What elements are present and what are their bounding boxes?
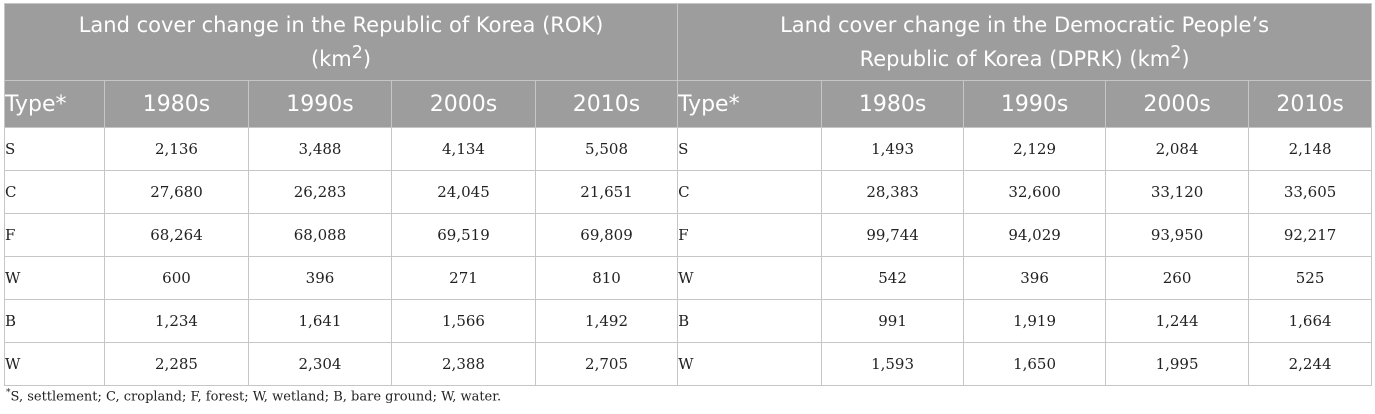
dprk-2010s-header: 2010s <box>1248 80 1373 128</box>
value-cell: 69,519 <box>391 213 536 257</box>
value-cell: 68,088 <box>248 213 392 257</box>
value-cell: 810 <box>534 256 679 300</box>
value-cell: 33,605 <box>1248 170 1373 214</box>
table-row: B 1,234 1,641 1,566 1,492 B 991 1,919 1,244 1,664 <box>4 299 1373 343</box>
value-cell: 1,650 <box>963 342 1107 386</box>
table-row: W 600 396 271 810 W 542 396 260 525 <box>4 256 1373 300</box>
value-cell: 28,383 <box>821 170 965 214</box>
value-cell: 1,919 <box>963 299 1107 343</box>
value-cell: 5,508 <box>534 127 679 171</box>
dprk-caption: Land cover change in the Democratic Peop… <box>677 3 1373 81</box>
value-cell: 2,148 <box>1248 127 1373 171</box>
rok-2000s-header: 2000s <box>391 80 536 128</box>
footnote: *S, settlement; C, cropland; F, forest; … <box>6 388 501 404</box>
value-cell: 2,244 <box>1248 342 1373 386</box>
type-cell: B <box>4 299 105 343</box>
dprk-1990s-header: 1990s <box>963 80 1107 128</box>
rok-unit-exp: 2 <box>351 43 363 63</box>
table-row: C 27,680 26,283 24,045 21,651 C 28,383 32,600 33… <box>4 170 1373 214</box>
type-cell: C <box>677 170 823 214</box>
type-cell: F <box>677 213 823 257</box>
value-cell: 260 <box>1105 256 1250 300</box>
value-cell: 525 <box>1248 256 1373 300</box>
value-cell: 92,217 <box>1248 213 1373 257</box>
header-row: Type* 1980s 1990s 2000s 2010s Type* 1980… <box>4 80 1373 128</box>
value-cell: 1,234 <box>104 299 249 343</box>
value-cell: 1,493 <box>821 127 965 171</box>
value-cell: 991 <box>821 299 965 343</box>
value-cell: 1,492 <box>534 299 679 343</box>
value-cell: 27,680 <box>104 170 249 214</box>
dprk-type-header: Type* <box>677 80 823 128</box>
rok-caption-text: Land cover change in the Republic of Kor… <box>78 13 604 37</box>
dprk-unit-exp: 2 <box>1170 43 1182 63</box>
value-cell: 1,566 <box>391 299 536 343</box>
footnote-text: S, settlement; C, cropland; F, forest; W… <box>10 389 502 405</box>
type-cell: W <box>4 342 105 386</box>
footnote-marker: * <box>6 388 11 398</box>
table-row: S 2,136 3,488 4,134 5,508 S 1,493 2,129 2,084 2,1… <box>4 127 1373 171</box>
value-cell: 1,244 <box>1105 299 1250 343</box>
value-cell: 99,744 <box>821 213 965 257</box>
type-cell: W <box>677 342 823 386</box>
dprk-caption-line1: Land cover change in the Democratic Peop… <box>780 13 1270 37</box>
value-cell: 2,304 <box>248 342 392 386</box>
value-cell: 1,995 <box>1105 342 1250 386</box>
value-cell: 1,641 <box>248 299 392 343</box>
value-cell: 94,029 <box>963 213 1107 257</box>
value-cell: 396 <box>963 256 1107 300</box>
caption-row: Land cover change in the Republic of Kor… <box>3 3 1373 81</box>
type-cell: W <box>4 256 105 300</box>
value-cell: 3,488 <box>248 127 392 171</box>
land-cover-table: Land cover change in the Republic of Kor… <box>3 3 1373 386</box>
value-cell: 542 <box>821 256 965 300</box>
value-cell: 271 <box>391 256 536 300</box>
type-cell: F <box>4 213 105 257</box>
value-cell: 600 <box>104 256 249 300</box>
value-cell: 21,651 <box>534 170 679 214</box>
rok-caption: Land cover change in the Republic of Kor… <box>3 3 679 81</box>
dprk-1980s-header: 1980s <box>821 80 965 128</box>
type-cell: C <box>4 170 105 214</box>
dprk-2000s-header: 2000s <box>1105 80 1250 128</box>
rok-1990s-header: 1990s <box>248 80 392 128</box>
table-body: S 2,136 3,488 4,134 5,508 S 1,493 2,129 2,084 2,1… <box>4 127 1373 386</box>
value-cell: 2,084 <box>1105 127 1250 171</box>
dprk-caption-line2: Republic of Korea (DPRK) (km <box>859 47 1171 71</box>
rok-type-header: Type* <box>4 80 105 128</box>
value-cell: 24,045 <box>391 170 536 214</box>
rok-2010s-header: 2010s <box>534 80 679 128</box>
value-cell: 26,283 <box>248 170 392 214</box>
value-cell: 2,136 <box>104 127 249 171</box>
value-cell: 1,664 <box>1248 299 1373 343</box>
value-cell: 69,809 <box>534 213 679 257</box>
value-cell: 1,593 <box>821 342 965 386</box>
value-cell: 396 <box>248 256 392 300</box>
value-cell: 4,134 <box>391 127 536 171</box>
value-cell: 33,120 <box>1105 170 1250 214</box>
value-cell: 2,129 <box>963 127 1107 171</box>
rok-unit-prefix: (km <box>310 47 352 71</box>
type-cell: B <box>677 299 823 343</box>
type-cell: S <box>677 127 823 171</box>
value-cell: 32,600 <box>963 170 1107 214</box>
value-cell: 68,264 <box>104 213 249 257</box>
value-cell: 93,950 <box>1105 213 1250 257</box>
rok-1980s-header: 1980s <box>104 80 249 128</box>
table-row: W 2,285 2,304 2,388 2,705 W 1,593 1,650 1,995 2,2… <box>4 342 1373 386</box>
dprk-unit-suffix: ) <box>1181 47 1190 71</box>
rok-unit-suffix: ) <box>362 47 372 71</box>
type-cell: S <box>4 127 105 171</box>
value-cell: 2,705 <box>534 342 679 386</box>
value-cell: 2,285 <box>104 342 249 386</box>
value-cell: 2,388 <box>391 342 536 386</box>
type-cell: W <box>677 256 823 300</box>
table-row: F 68,264 68,088 69,519 69,809 F 99,744 94,029 93… <box>4 213 1373 257</box>
